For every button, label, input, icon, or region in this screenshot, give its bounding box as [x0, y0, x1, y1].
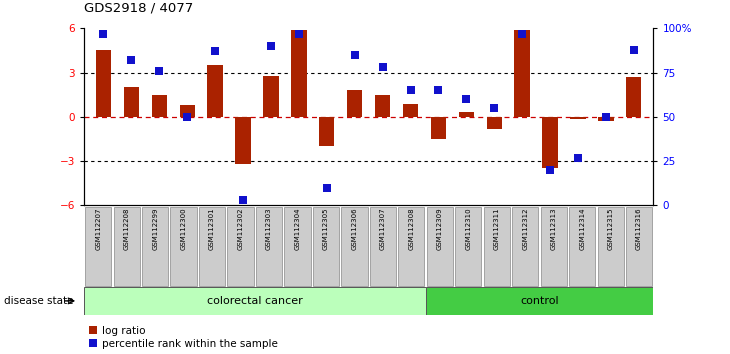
Point	[237, 197, 249, 203]
Text: GSM112301: GSM112301	[209, 208, 215, 250]
Text: GSM112300: GSM112300	[180, 208, 187, 250]
Text: GSM112310: GSM112310	[465, 208, 472, 250]
Bar	[319, 117, 334, 146]
Point	[321, 185, 333, 190]
Point	[265, 43, 277, 49]
Text: GSM112302: GSM112302	[237, 208, 244, 250]
Bar	[598, 117, 614, 121]
FancyBboxPatch shape	[626, 207, 652, 286]
Point	[433, 87, 445, 93]
Text: GSM112312: GSM112312	[522, 208, 529, 250]
Legend: log ratio, percentile rank within the sample: log ratio, percentile rank within the sa…	[89, 326, 277, 349]
Bar	[542, 117, 558, 169]
Bar	[291, 30, 307, 117]
FancyBboxPatch shape	[342, 207, 367, 286]
FancyBboxPatch shape	[598, 207, 623, 286]
Text: GSM112307: GSM112307	[380, 208, 386, 250]
Point	[488, 105, 500, 111]
Text: GSM112309: GSM112309	[437, 208, 443, 250]
Text: GSM112314: GSM112314	[579, 208, 585, 250]
Point	[98, 31, 110, 36]
Point	[545, 167, 556, 173]
Bar	[515, 30, 530, 117]
Bar	[235, 117, 250, 164]
Bar	[152, 95, 167, 117]
Text: colorectal cancer: colorectal cancer	[207, 296, 303, 306]
Text: GSM112207: GSM112207	[95, 208, 101, 250]
Text: GSM112305: GSM112305	[323, 208, 329, 250]
Bar	[626, 77, 642, 117]
Point	[572, 155, 584, 160]
Bar	[487, 117, 502, 129]
FancyBboxPatch shape	[427, 207, 453, 286]
Text: GSM112304: GSM112304	[294, 208, 301, 250]
FancyBboxPatch shape	[456, 207, 481, 286]
FancyBboxPatch shape	[256, 207, 282, 286]
FancyBboxPatch shape	[313, 207, 339, 286]
FancyBboxPatch shape	[171, 207, 196, 286]
Bar	[570, 117, 585, 119]
Text: GDS2918 / 4077: GDS2918 / 4077	[84, 1, 193, 14]
Text: disease state: disease state	[4, 296, 73, 306]
FancyBboxPatch shape	[399, 207, 424, 286]
Point	[628, 47, 639, 52]
Text: GSM112306: GSM112306	[351, 208, 358, 250]
FancyBboxPatch shape	[114, 207, 139, 286]
Bar	[96, 51, 111, 117]
FancyBboxPatch shape	[85, 207, 111, 286]
Text: GSM112316: GSM112316	[636, 208, 642, 250]
FancyBboxPatch shape	[484, 207, 510, 286]
Point	[461, 96, 472, 102]
Point	[600, 114, 612, 120]
Point	[126, 57, 137, 63]
Bar	[403, 104, 418, 117]
FancyBboxPatch shape	[569, 207, 595, 286]
Bar	[264, 75, 279, 117]
Text: GSM112311: GSM112311	[493, 208, 500, 250]
FancyBboxPatch shape	[199, 207, 225, 286]
Bar	[375, 95, 391, 117]
Text: GSM112315: GSM112315	[607, 208, 614, 250]
Bar	[123, 87, 139, 117]
Text: control: control	[520, 296, 558, 306]
Point	[349, 52, 361, 58]
Bar	[431, 117, 446, 139]
Point	[293, 31, 304, 36]
Text: GSM112308: GSM112308	[408, 208, 415, 250]
Bar	[207, 65, 223, 117]
Text: GSM112303: GSM112303	[266, 208, 272, 250]
FancyBboxPatch shape	[285, 207, 310, 286]
Bar	[458, 113, 474, 117]
FancyBboxPatch shape	[142, 207, 168, 286]
Text: GSM112299: GSM112299	[152, 208, 158, 250]
Point	[377, 64, 388, 70]
Point	[181, 114, 193, 120]
FancyBboxPatch shape	[541, 207, 566, 286]
Bar	[180, 105, 195, 117]
Text: GSM112313: GSM112313	[550, 208, 557, 250]
Text: GSM112208: GSM112208	[123, 208, 130, 250]
Bar	[347, 90, 362, 117]
Point	[516, 31, 528, 36]
Point	[153, 68, 165, 74]
FancyBboxPatch shape	[512, 207, 538, 286]
Point	[210, 48, 221, 54]
FancyBboxPatch shape	[370, 207, 396, 286]
FancyBboxPatch shape	[228, 207, 253, 286]
Point	[404, 87, 416, 93]
